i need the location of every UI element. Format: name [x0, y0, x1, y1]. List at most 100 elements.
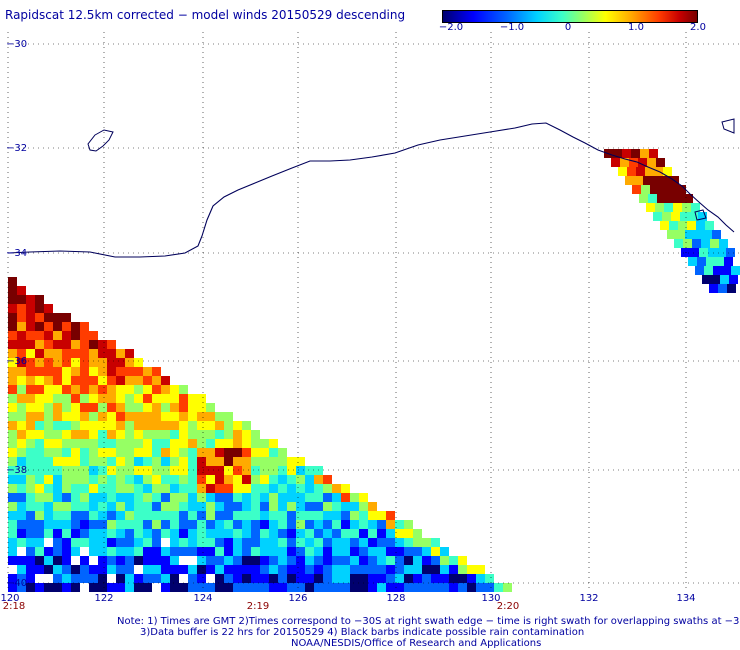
wind-cell — [125, 529, 134, 538]
wind-cell — [224, 412, 233, 421]
page-title: Rapidscat 12.5km corrected − model winds… — [5, 8, 406, 22]
wind-cell — [170, 403, 179, 412]
wind-cell — [305, 520, 314, 529]
wind-cell — [53, 385, 62, 394]
wind-cell — [251, 448, 260, 457]
wind-cell — [17, 520, 26, 529]
wind-cell — [26, 430, 35, 439]
wind-cell — [44, 466, 53, 475]
wind-cell — [287, 529, 296, 538]
wind-cell — [242, 430, 251, 439]
wind-cell — [251, 529, 260, 538]
wind-cell — [269, 556, 278, 565]
wind-cell — [188, 583, 197, 592]
wind-cell — [719, 239, 728, 248]
wind-cell — [125, 412, 134, 421]
wind-cell — [71, 394, 80, 403]
wind-cell — [179, 511, 188, 520]
wind-cell — [152, 493, 161, 502]
wind-cell — [625, 176, 634, 185]
wind-cell — [323, 547, 332, 556]
wind-cell — [643, 176, 652, 185]
wind-cell — [179, 529, 188, 538]
wind-cell — [703, 230, 712, 239]
wind-cell — [80, 394, 89, 403]
wind-cell — [350, 538, 359, 547]
wind-cell — [197, 412, 206, 421]
wind-cell — [368, 583, 377, 592]
wind-cell — [269, 565, 278, 574]
wind-cell — [233, 421, 242, 430]
wind-cell — [53, 457, 62, 466]
wind-cell — [251, 511, 260, 520]
wind-cell — [206, 430, 215, 439]
wind-cell — [35, 457, 44, 466]
wind-cell — [8, 277, 17, 286]
wind-cell — [8, 583, 17, 592]
wind-cell — [134, 430, 143, 439]
wind-cell — [323, 520, 332, 529]
wind-cell — [116, 556, 125, 565]
wind-cell — [125, 439, 134, 448]
wind-cell — [26, 439, 35, 448]
wind-cell — [296, 520, 305, 529]
wind-cell — [98, 493, 107, 502]
wind-cell — [170, 466, 179, 475]
wind-cell — [704, 266, 713, 275]
wind-cell — [98, 340, 107, 349]
wind-cell — [368, 538, 377, 547]
wind-cell — [233, 466, 242, 475]
wind-cell — [170, 421, 179, 430]
wind-cell — [71, 466, 80, 475]
wind-cell — [17, 376, 26, 385]
wind-cell — [731, 266, 740, 275]
wind-cell — [709, 284, 718, 293]
wind-cell — [467, 583, 476, 592]
wind-cell — [224, 457, 233, 466]
wind-cell — [62, 385, 71, 394]
wind-cell — [341, 547, 350, 556]
wind-cell — [143, 430, 152, 439]
wind-cell — [449, 583, 458, 592]
wind-cell — [242, 547, 251, 556]
wind-cell — [287, 457, 296, 466]
wind-cell — [179, 520, 188, 529]
wind-cell — [305, 538, 314, 547]
wind-cell — [44, 394, 53, 403]
wind-cell — [715, 257, 724, 266]
wind-cell — [125, 574, 134, 583]
wind-cell — [197, 511, 206, 520]
wind-cell — [35, 583, 44, 592]
wind-cell — [17, 322, 26, 331]
wind-cell — [332, 493, 341, 502]
wind-cell — [62, 358, 71, 367]
wind-cell — [152, 376, 161, 385]
wind-cell — [116, 511, 125, 520]
wind-cell — [125, 475, 134, 484]
wind-cell — [640, 149, 649, 158]
wind-cell — [467, 574, 476, 583]
wind-cell — [26, 358, 35, 367]
wind-cell — [323, 511, 332, 520]
wind-cell — [125, 511, 134, 520]
wind-cell — [161, 421, 170, 430]
wind-cell — [116, 412, 125, 421]
wind-cell — [62, 547, 71, 556]
wind-cell — [107, 484, 116, 493]
wind-cell — [71, 520, 80, 529]
wind-cell — [233, 538, 242, 547]
wind-cell — [224, 484, 233, 493]
wind-cell — [368, 556, 377, 565]
wind-cell — [71, 421, 80, 430]
wind-cell — [251, 502, 260, 511]
longitude-label: 126 — [288, 593, 308, 604]
wind-cell — [287, 583, 296, 592]
wind-cell — [26, 547, 35, 556]
wind-cell — [35, 439, 44, 448]
wind-cell — [242, 502, 251, 511]
wind-cell — [697, 257, 706, 266]
wind-cell — [296, 457, 305, 466]
wind-cell — [143, 574, 152, 583]
wind-cell — [107, 502, 116, 511]
wind-cell — [8, 448, 17, 457]
